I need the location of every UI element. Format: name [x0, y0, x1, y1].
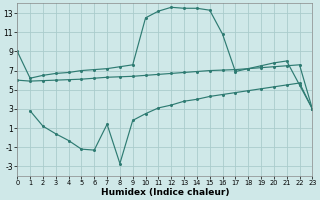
X-axis label: Humidex (Indice chaleur): Humidex (Indice chaleur) [100, 188, 229, 197]
